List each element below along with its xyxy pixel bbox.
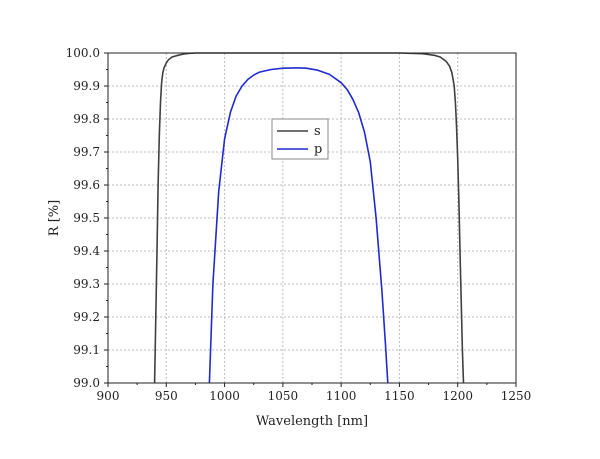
y-tick-label: 99.8 [73, 112, 100, 126]
x-tick-label: 1150 [384, 389, 415, 403]
y-tick-label: 99.1 [73, 343, 100, 357]
x-tick-label: 1000 [209, 389, 240, 403]
y-axis-ticks: 99.0 99.1 99.2 99.3 99.4 99.5 99.6 99.7 99.8 99.9… [66, 46, 108, 390]
x-axis-ticks: 900 950 1000 1050 1100 1150 1200 1250 [97, 383, 532, 403]
y-axis-label: R [%] [47, 200, 62, 236]
y-tick-label: 99.0 [73, 376, 100, 390]
y-tick-label: 100.0 [66, 46, 100, 60]
y-tick-label: 99.4 [73, 244, 100, 258]
x-tick-label: 950 [155, 389, 178, 403]
x-tick-label: 1100 [326, 389, 357, 403]
y-tick-label: 99.6 [73, 178, 100, 192]
y-tick-label: 99.2 [73, 310, 100, 324]
series-p-line [208, 67, 389, 384]
legend: s p [271, 118, 329, 160]
y-tick-label: 99.7 [73, 145, 100, 159]
legend-label-p: p [314, 142, 322, 157]
x-axis-label: Wavelength [nm] [256, 414, 368, 429]
x-tick-label: 1200 [442, 389, 473, 403]
y-tick-label: 99.9 [73, 79, 100, 93]
legend-label-s: s [314, 124, 321, 139]
x-tick-label: 1050 [268, 389, 299, 403]
y-tick-label: 99.5 [73, 211, 100, 225]
x-tick-label: 1250 [501, 389, 532, 403]
y-tick-label: 99.3 [73, 277, 100, 291]
x-tick-label: 900 [97, 389, 120, 403]
legend-box [271, 118, 329, 160]
